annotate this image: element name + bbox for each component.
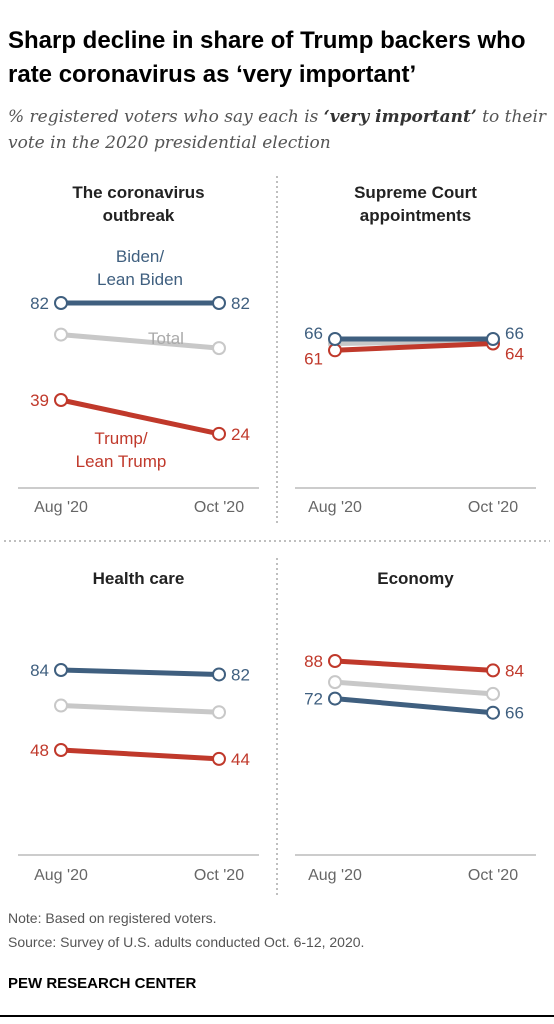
data-label: 48 (30, 741, 49, 760)
series-line-biden (58, 667, 222, 677)
data-point-biden (328, 332, 342, 346)
x-tick-label: Oct '20 (468, 499, 518, 516)
series-line-total (332, 338, 496, 347)
data-point-trump (54, 393, 68, 407)
data-label: 84 (505, 661, 524, 680)
data-label: 64 (505, 345, 524, 364)
data-point-trump (328, 343, 342, 358)
data-point-trump (54, 743, 68, 757)
data-point-biden (328, 691, 342, 706)
series-line-trump (58, 397, 222, 437)
subtitle-text-end: to their vote in the 2020 presidential e… (8, 107, 547, 153)
data-point-total (54, 327, 68, 342)
chart-panel: Supreme Court appointments Aug '20 Oct '20 6… (295, 183, 536, 516)
series-label-total: Total (148, 329, 184, 348)
data-point-trump (328, 654, 342, 668)
data-point-total (486, 686, 500, 701)
series-line-total (58, 703, 222, 715)
series-line-trump (58, 747, 222, 762)
data-label: 66 (304, 324, 323, 343)
data-label: 44 (231, 750, 250, 769)
series-label-biden: Biden/ (116, 247, 164, 266)
data-label: 39 (30, 391, 49, 410)
chart-source: Source: Survey of U.S. adults conducted … (8, 934, 365, 950)
series-line-total (58, 332, 222, 351)
panel-title: appointments (360, 206, 471, 225)
data-point-trump (212, 751, 226, 766)
data-point-biden (212, 296, 226, 310)
x-tick-label: Aug '20 (34, 867, 88, 884)
data-label: 24 (231, 425, 250, 444)
data-label: 66 (505, 324, 524, 343)
data-point-biden (212, 667, 226, 682)
chart-panel: Health care Aug '20 Oct '20 84 82 48 44 (18, 569, 259, 884)
x-tick-label: Aug '20 (308, 499, 362, 516)
chart-panel: The coronavirus outbreak Aug '20 Oct '20 82 8… (18, 183, 259, 516)
panel-title: Supreme Court (354, 183, 477, 202)
data-point-biden (486, 332, 500, 346)
brand-logo-text: PEW RESEARCH CENTER (8, 975, 197, 992)
data-point-total (54, 698, 68, 713)
data-label: 66 (505, 704, 524, 723)
x-tick-label: Oct '20 (194, 867, 244, 884)
data-point-biden (54, 663, 68, 677)
chart-note: Note: Based on registered voters. (8, 910, 217, 926)
data-label: 61 (304, 349, 323, 368)
data-point-total (212, 341, 226, 356)
data-label: 72 (304, 690, 323, 709)
subtitle-text: % registered voters who say each is (8, 107, 324, 127)
chart-subtitle: % registered voters who say each is ‘ver… (8, 104, 548, 156)
subtitle-emphasis: ‘very important’ (323, 107, 477, 127)
data-label: 88 (304, 652, 323, 671)
bottom-rule (0, 1015, 554, 1017)
data-label: 84 (30, 661, 49, 680)
chart-title: Sharp decline in share of Trump backers … (8, 27, 526, 88)
x-tick-label: Oct '20 (194, 499, 244, 516)
series-line-biden (332, 696, 496, 716)
chart-panel: Economy Aug '20 Oct '20 88 84 72 66 (295, 569, 536, 884)
x-tick-label: Oct '20 (468, 867, 518, 884)
data-label: 82 (231, 665, 250, 684)
data-label: 82 (231, 294, 250, 313)
panel-title: Economy (377, 569, 454, 588)
series-label-biden: Lean Biden (97, 270, 183, 289)
x-tick-label: Aug '20 (34, 499, 88, 516)
panel-title: outbreak (103, 206, 175, 225)
data-label: 82 (30, 294, 49, 313)
data-point-biden (54, 296, 68, 310)
x-tick-label: Aug '20 (308, 867, 362, 884)
data-point-trump (486, 663, 500, 678)
data-point-total (328, 675, 342, 690)
data-point-total (212, 705, 226, 720)
panel-title: Health care (93, 569, 185, 588)
data-point-trump (212, 426, 226, 441)
series-label-trump: Trump/ (94, 429, 147, 448)
series-line-trump (332, 658, 496, 673)
panel-title: The coronavirus (72, 183, 204, 202)
data-point-biden (486, 705, 500, 720)
series-line-total (332, 679, 496, 697)
small-multiples-chart: The coronavirus outbreak Aug '20 Oct '20 82 8… (4, 176, 550, 895)
series-line-trump (332, 341, 496, 353)
series-label-trump: Lean Trump (76, 452, 167, 471)
